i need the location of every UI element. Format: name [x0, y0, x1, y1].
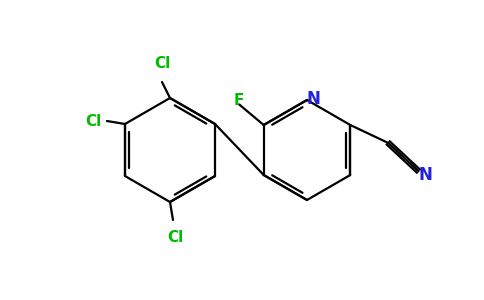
Text: Cl: Cl: [167, 230, 183, 245]
Text: Cl: Cl: [154, 56, 170, 71]
Text: N: N: [306, 90, 320, 108]
Text: Cl: Cl: [85, 113, 101, 128]
Text: N: N: [418, 166, 432, 184]
Text: F: F: [234, 93, 244, 108]
